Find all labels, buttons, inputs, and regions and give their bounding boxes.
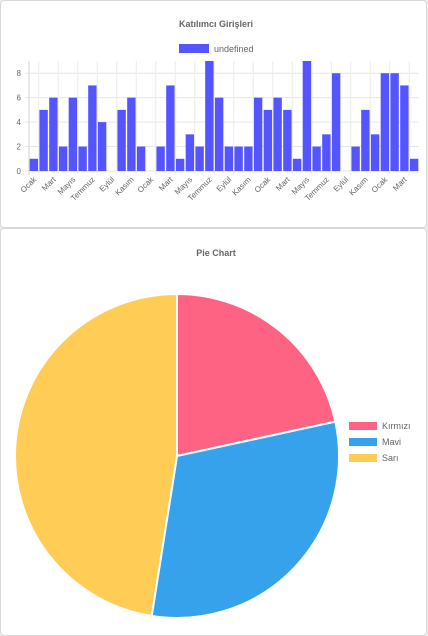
bar[interactable] bbox=[331, 73, 341, 171]
pie-chart-card: Pie Chart Kırmızı Mavi Sarı bbox=[0, 228, 427, 636]
bar-y-axis: 0 2 4 6 8 bbox=[17, 69, 22, 176]
bar[interactable] bbox=[302, 61, 312, 171]
pie-legend-swatch[interactable] bbox=[349, 438, 377, 446]
pie-legend-swatch[interactable] bbox=[349, 422, 377, 430]
bar-legend-swatch[interactable] bbox=[179, 44, 209, 53]
bar[interactable] bbox=[390, 73, 399, 171]
bar-grid bbox=[25, 61, 419, 175]
bar[interactable] bbox=[351, 146, 360, 171]
pie-slice[interactable] bbox=[176, 292, 337, 458]
bar[interactable] bbox=[136, 146, 146, 171]
bar[interactable] bbox=[39, 109, 48, 171]
bar[interactable] bbox=[253, 97, 263, 171]
bar[interactable] bbox=[244, 146, 253, 171]
pie-chart: Pie Chart Kırmızı Mavi Sarı bbox=[14, 248, 411, 619]
bar[interactable] bbox=[156, 146, 165, 171]
bar[interactable] bbox=[97, 122, 107, 171]
bar-x-tick-label: Kasım bbox=[230, 175, 253, 198]
bar[interactable] bbox=[273, 97, 282, 171]
bar[interactable] bbox=[312, 146, 321, 171]
bar[interactable] bbox=[175, 158, 185, 171]
bar-y-tick-label: 0 bbox=[17, 167, 22, 176]
pie-legend-swatch[interactable] bbox=[349, 454, 377, 462]
bar-x-tick-label: Ocak bbox=[19, 174, 39, 194]
bar-chart-title: Katılımcı Girişleri bbox=[179, 19, 253, 29]
bar-legend-label[interactable]: undefined bbox=[214, 44, 254, 54]
bar[interactable] bbox=[263, 109, 273, 171]
bar[interactable] bbox=[214, 97, 224, 171]
bar[interactable] bbox=[68, 97, 78, 171]
bar-x-tick-label: Mart bbox=[391, 175, 409, 193]
bar[interactable] bbox=[224, 146, 234, 171]
bar[interactable] bbox=[322, 134, 331, 171]
bar-y-tick-label: 4 bbox=[17, 118, 22, 127]
bar-x-tick-label: Ocak bbox=[136, 174, 156, 194]
bar-x-tick-label: Kasım bbox=[347, 175, 370, 198]
bar-series bbox=[29, 61, 419, 171]
pie-legend-label[interactable]: Sarı bbox=[382, 453, 399, 463]
bar[interactable] bbox=[117, 109, 126, 171]
bar[interactable] bbox=[205, 61, 214, 171]
bar[interactable] bbox=[58, 146, 68, 171]
bar[interactable] bbox=[283, 109, 292, 171]
bar[interactable] bbox=[49, 97, 58, 171]
bar[interactable] bbox=[78, 146, 87, 171]
pie-slice[interactable] bbox=[150, 420, 340, 619]
pie-legend-label[interactable]: Kırmızı bbox=[382, 421, 411, 431]
pie-legend-label[interactable]: Mavi bbox=[382, 437, 401, 447]
bar-chart-card: Katılımcı Girişleri undefined 0 2 4 6 8 Ocak… bbox=[0, 0, 427, 228]
bar-y-tick-label: 2 bbox=[17, 143, 22, 152]
bar-x-tick-label: Ocak bbox=[253, 174, 273, 194]
bar[interactable] bbox=[127, 97, 136, 171]
bar[interactable] bbox=[195, 146, 204, 171]
bar[interactable] bbox=[361, 109, 370, 171]
bar[interactable] bbox=[185, 134, 195, 171]
pie-legend: Kırmızı Mavi Sarı bbox=[349, 421, 411, 463]
bar-chart: Katılımcı Girişleri undefined 0 2 4 6 8 Ocak… bbox=[17, 19, 419, 203]
bar[interactable] bbox=[88, 85, 97, 171]
bar[interactable] bbox=[166, 85, 175, 171]
bar[interactable] bbox=[370, 134, 380, 171]
bar[interactable] bbox=[292, 158, 302, 171]
bar[interactable] bbox=[234, 146, 243, 171]
bar[interactable] bbox=[409, 158, 419, 171]
bar-y-tick-label: 6 bbox=[17, 94, 22, 103]
bar[interactable] bbox=[380, 73, 390, 171]
bar-x-tick-label: Kasım bbox=[113, 175, 136, 198]
pie-slices bbox=[14, 292, 340, 619]
bar-y-tick-label: 8 bbox=[17, 69, 22, 78]
pie-chart-title: Pie Chart bbox=[196, 248, 236, 258]
bar[interactable] bbox=[29, 158, 39, 171]
bar[interactable] bbox=[400, 85, 409, 171]
pie-slice[interactable] bbox=[14, 292, 178, 618]
bar-x-tick-label: Ocak bbox=[370, 174, 390, 194]
